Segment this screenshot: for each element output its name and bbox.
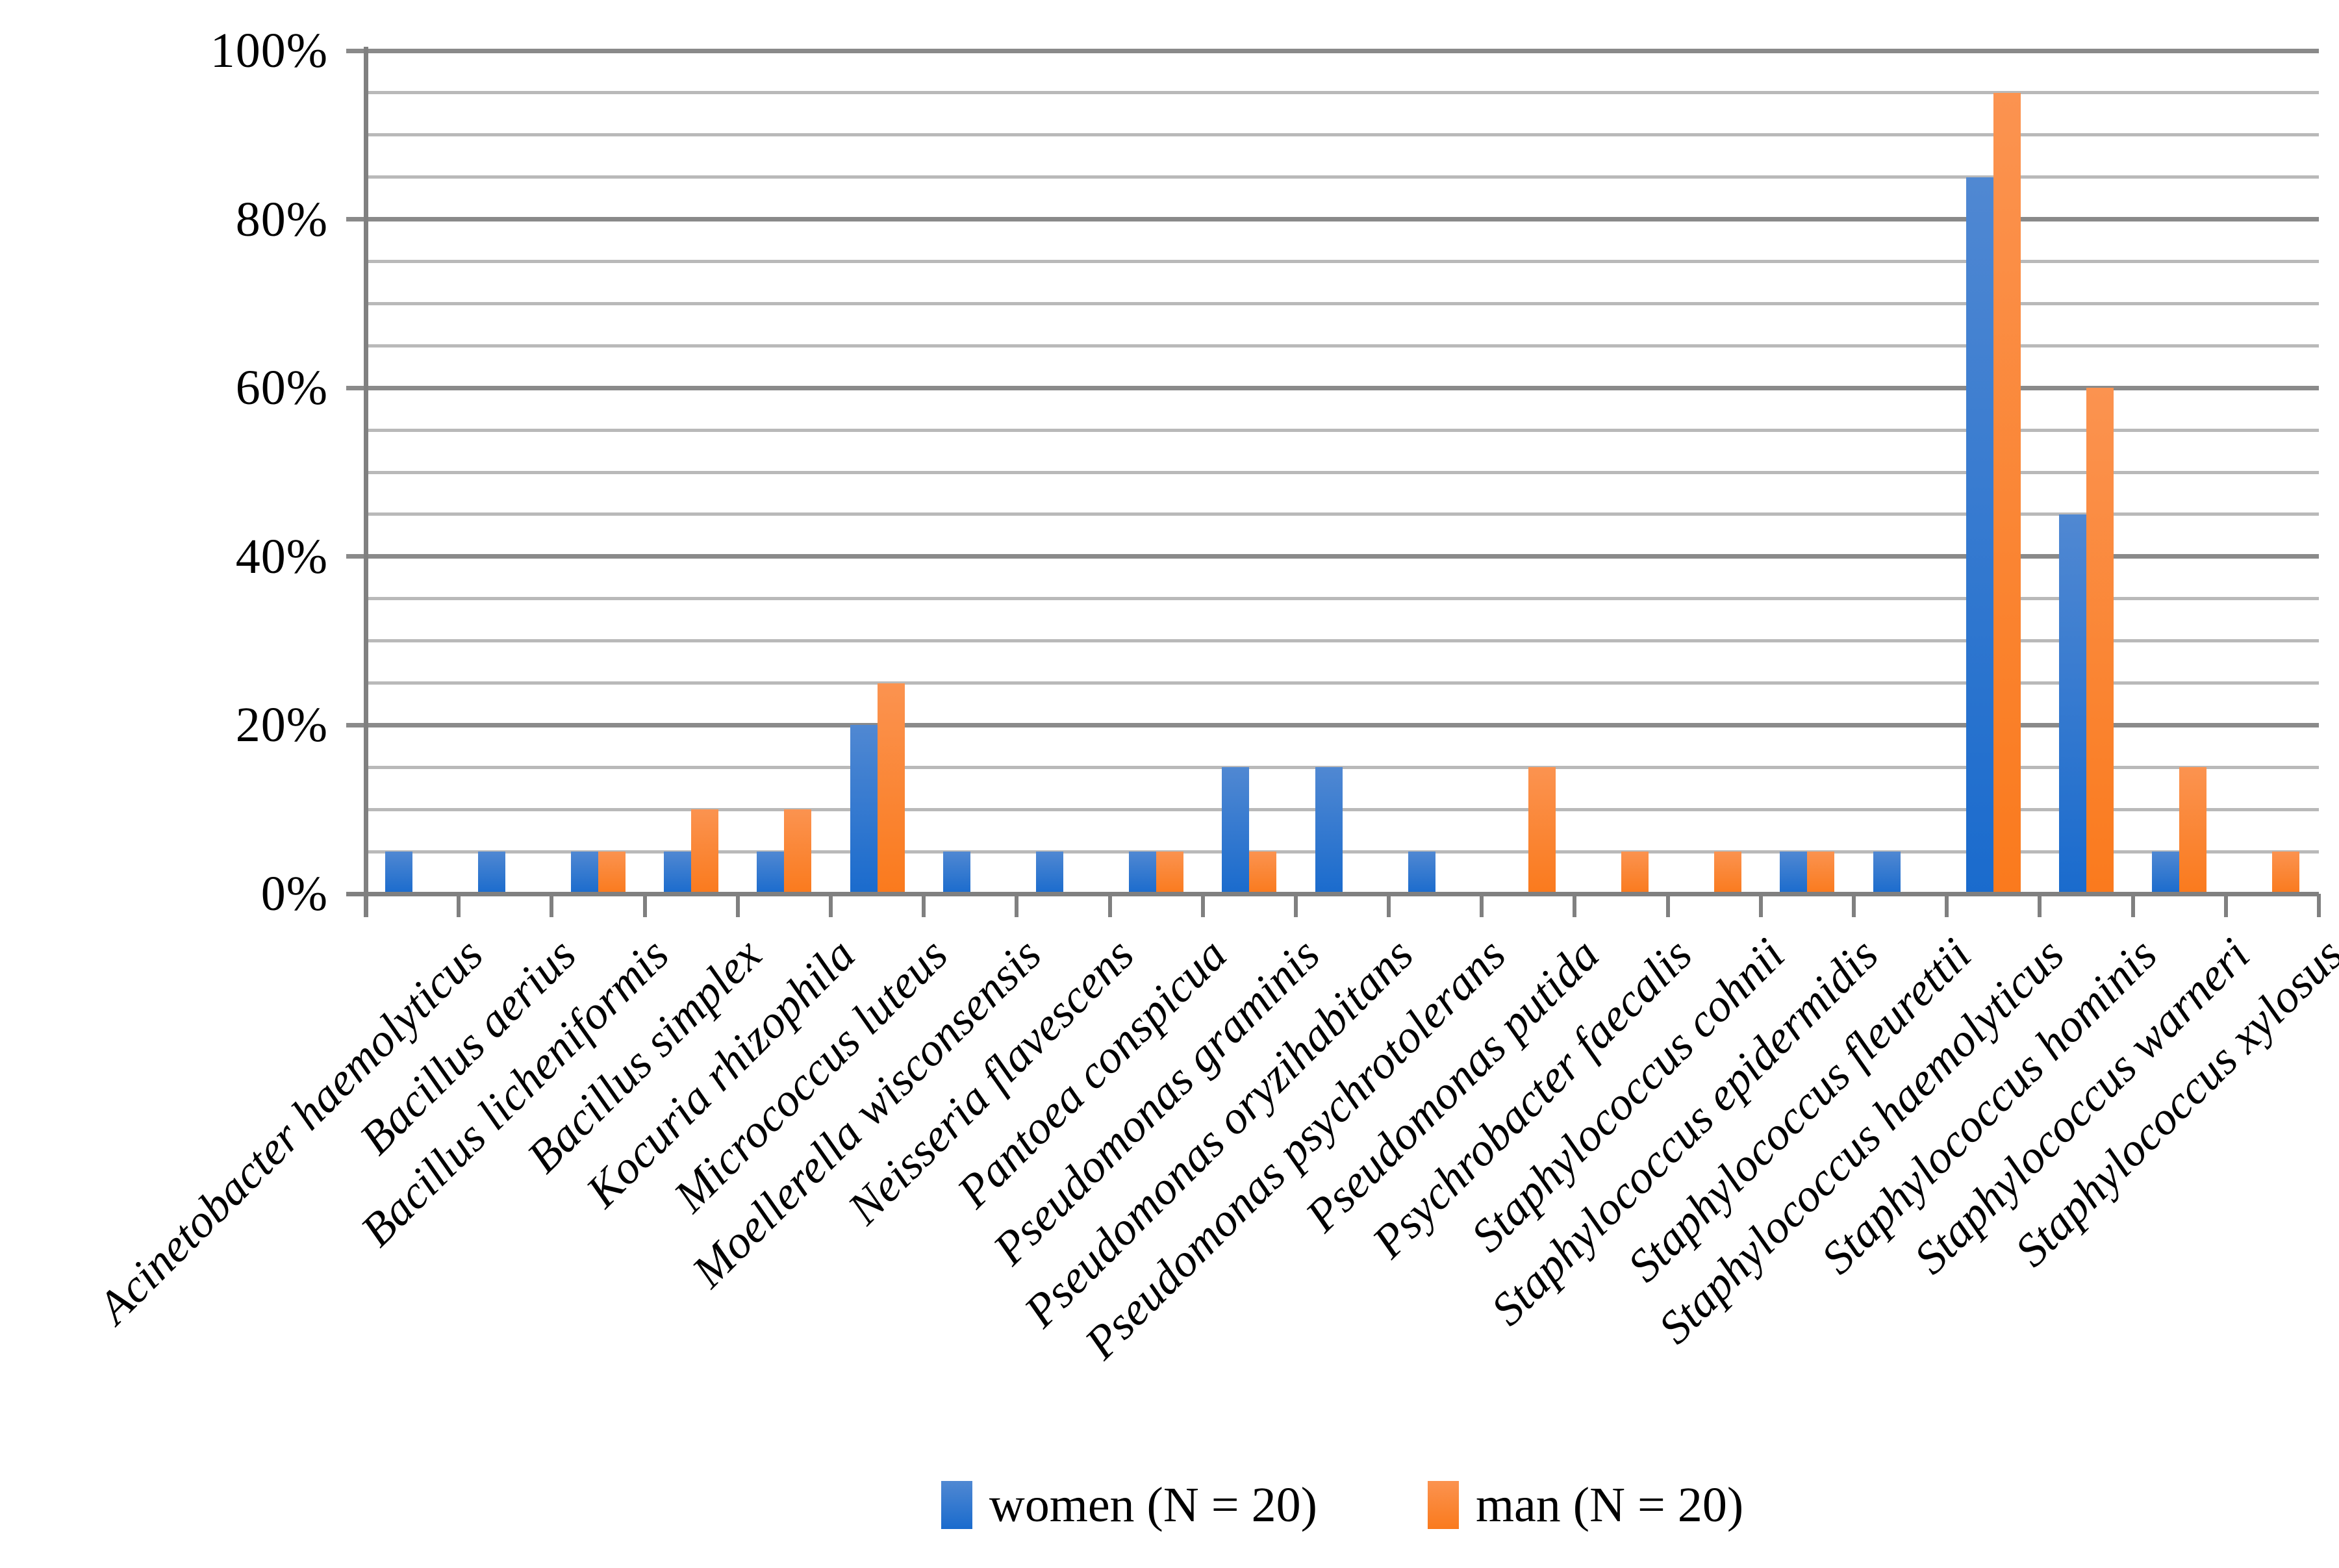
women-bar-10 [1222,767,1250,894]
x-axis-tick [2038,894,2042,917]
x-axis-tick [2317,894,2321,917]
man-bar-5 [784,809,812,894]
minor-gridline [368,344,2319,348]
x-axis-tick [1107,894,1112,917]
legend-item-man: man (N = 20) [1427,1478,1744,1532]
man-bar-20 [2179,767,2207,894]
minor-gridline [368,512,2319,516]
x-axis-tick [364,894,368,917]
x-axis-tick [550,894,554,917]
x-axis-tick [2130,894,2135,917]
major-gridline [346,722,2319,727]
y-axis-label: 100% [210,23,328,78]
x-axis-line [346,891,2319,896]
x-axis-label: Acinetobacter haemolyticus [87,928,493,1334]
x-axis-tick [1480,894,1484,917]
x-axis-tick [1665,894,1670,917]
major-gridline [346,554,2319,559]
women-bar-16 [1780,852,1808,894]
man-bar-3 [598,852,626,894]
man-bar-6 [877,683,905,894]
minor-gridline [368,133,2319,137]
women-bar-9 [1129,852,1157,894]
x-axis-tick [1573,894,1577,917]
women-bar-19 [2059,514,2087,894]
y-axis-label: 80% [235,192,328,247]
legend-label-man: man (N = 20) [1475,1478,1744,1532]
minor-gridline [368,765,2319,769]
minor-gridline [368,597,2319,601]
man-bar-10 [1249,852,1277,894]
man-bar-4 [691,809,719,894]
women-bar-18 [1966,177,1993,894]
x-axis-tick [1015,894,1019,917]
major-gridline [346,217,2319,222]
man-bar-19 [2086,388,2114,894]
man-bar-9 [1156,852,1184,894]
x-axis-tick [1945,894,1949,917]
x-axis-tick [1387,894,1391,917]
legend: women (N = 20) man (N = 20) [366,1469,2319,1541]
women-bar-20 [2152,852,2180,894]
minor-gridline [368,639,2319,643]
women-bar-4 [664,852,692,894]
man-bar-21 [2272,852,2300,894]
man-bar-15 [1714,852,1742,894]
man-bar-16 [1807,852,1835,894]
women-bar-7 [942,852,970,894]
y-axis-line [364,47,368,917]
minor-gridline [368,175,2319,179]
women-bar-5 [757,852,785,894]
women-bar-11 [1315,767,1343,894]
y-axis-label: 40% [235,529,328,584]
man-bar-18 [1993,92,2021,894]
y-axis-label: 20% [235,698,328,753]
x-axis-tick [2223,894,2228,917]
x-axis-tick [1758,894,1763,917]
x-axis-tick [1293,894,1298,917]
women-bar-2 [477,852,505,894]
x-axis-tick [1200,894,1205,917]
man-bar-14 [1621,852,1649,894]
women-series-swatch [941,1481,972,1529]
women-bar-1 [385,852,412,894]
minor-gridline [368,301,2319,305]
x-axis-tick [1852,894,1856,917]
women-bar-17 [1873,852,1901,894]
minor-gridline [368,807,2319,811]
legend-item-women: women (N = 20) [941,1480,1317,1530]
x-axis-tick [922,894,926,917]
y-axis-label: 0% [260,866,328,921]
legend-label-women: women (N = 20) [989,1478,1317,1532]
women-bar-3 [570,852,598,894]
minor-gridline [368,91,2319,95]
women-bar-6 [850,725,878,894]
major-gridline [346,48,2319,53]
minor-gridline [368,681,2319,685]
minor-gridline [368,428,2319,432]
women-bar-12 [1408,852,1435,894]
minor-gridline [368,470,2319,474]
man-bar-13 [1528,767,1556,894]
x-axis-tick [457,894,461,917]
x-axis-tick [828,894,833,917]
x-axis-tick [735,894,740,917]
women-bar-8 [1035,852,1063,894]
x-axis-tick [642,894,647,917]
man-series-swatch [1427,1481,1459,1529]
y-axis-label: 60% [235,360,328,416]
major-gridline [346,385,2319,390]
minor-gridline [368,260,2319,263]
minor-gridline [368,850,2319,854]
